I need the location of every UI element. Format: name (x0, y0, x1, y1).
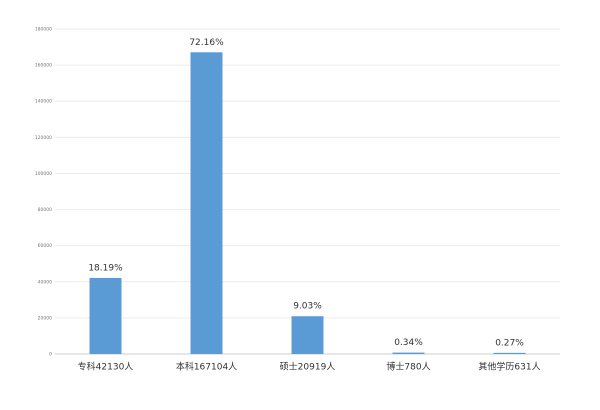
bar-annotation: 18.19% (88, 263, 123, 273)
bar-annotation: 0.34% (394, 338, 423, 348)
bar (89, 277, 122, 354)
bar-annotation: 0.27% (495, 338, 524, 348)
y-tick-label: 40000 (38, 279, 52, 285)
y-tick-label: 0 (49, 352, 52, 358)
bar (190, 52, 223, 354)
y-tick-label: 80000 (38, 207, 52, 213)
y-tick-label: 160000 (35, 63, 52, 69)
x-tick-label: 博士780人 (386, 361, 430, 373)
bar-annotation: 9.03% (293, 302, 322, 312)
x-tick-label: 其他学历631人 (478, 361, 540, 373)
x-tick-label: 本科167104人 (176, 361, 237, 373)
y-tick-label: 20000 (38, 315, 52, 321)
y-tick-label: 140000 (35, 99, 52, 105)
y-tick-label: 60000 (38, 243, 52, 249)
bar (291, 316, 324, 354)
x-tick-label: 专科42130人 (78, 361, 134, 373)
y-tick-label: 180000 (35, 27, 52, 33)
bar-annotation: 72.16% (189, 38, 224, 48)
y-tick-label: 100000 (35, 171, 52, 177)
bar (392, 352, 425, 354)
y-tick-label: 120000 (35, 135, 52, 141)
x-tick-label: 硕士20919人 (280, 361, 336, 373)
bar (493, 352, 526, 354)
